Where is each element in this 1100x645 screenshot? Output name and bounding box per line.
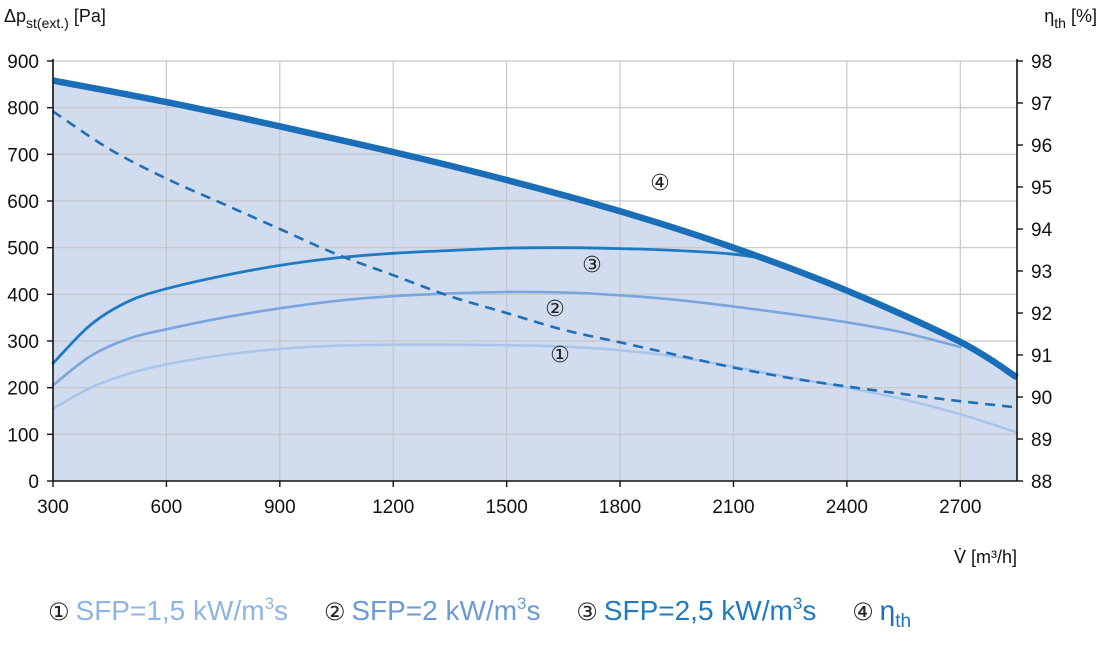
y-left-tick-label: 200 (7, 379, 39, 400)
curve-marker-1: ① (550, 343, 570, 368)
legend-sup-3: 3 (792, 594, 803, 613)
curve-marker-4: ④ (650, 171, 670, 196)
y-right-axis-title: ηth [%] (1044, 6, 1097, 31)
curves (51, 77, 1019, 434)
legend-label-1: SFP=1,5 kW/m (75, 595, 265, 626)
legend-tail-3: s (802, 595, 817, 626)
y-left-tick-label: 100 (7, 425, 39, 446)
x-axis-title: V̇ [m³/h] (954, 547, 1017, 567)
y-left-tick-label: 700 (7, 145, 39, 166)
legend-marker-2: ② (323, 598, 346, 626)
y-left-axis-ticks: 0 100 200 300 400 500 600 700 800 900 (7, 52, 53, 493)
series-line-3 (51, 246, 769, 365)
legend-marker-4: ④ (852, 598, 874, 626)
y-left-tick-label: 600 (7, 192, 39, 213)
y-right-tick-label: 98 (1031, 52, 1052, 73)
x-tick-label: 300 (37, 497, 69, 518)
x-tick-label: 2400 (826, 497, 868, 518)
operating-area (53, 80, 1017, 481)
y-left-tick-label: 300 (7, 332, 39, 353)
y-left-tick-label: 400 (7, 285, 39, 306)
legend-sup-1: 3 (264, 594, 275, 613)
curve-marker-2: ② (545, 297, 565, 322)
y-right-tick-label: 94 (1031, 220, 1053, 241)
axis-titles: Δpst(ext.) [Pa] ηth [%] V̇ [m³/h] (4, 6, 1097, 567)
x-tick-label: 2700 (939, 497, 981, 518)
curve-marker-3: ③ (582, 253, 602, 278)
legend-item-1: ① SFP=1,5 kW/m3s (48, 595, 296, 626)
y-left-tick-label: 900 (7, 52, 39, 73)
max-curve (52, 77, 1019, 381)
legend-label-2: SFP=2 kW/m (351, 595, 518, 626)
legend-tail-1: s (274, 595, 289, 626)
y-right-tick-label: 93 (1031, 262, 1052, 283)
y-left-tick-label: 0 (28, 472, 39, 493)
legend-tail-2: s (526, 595, 541, 626)
x-tick-label: 900 (264, 497, 296, 518)
legend-sub-4: th (895, 611, 912, 632)
y-right-tick-label: 96 (1031, 136, 1052, 157)
y-right-tick-label: 92 (1031, 304, 1052, 325)
x-axis-ticks: 300 600 900 1200 1500 1800 2100 2400 2700 (37, 481, 981, 518)
legend-item-2: ② SFP=2 kW/m3s (324, 595, 548, 626)
axes (52, 59, 1018, 482)
legend-sup-2: 3 (517, 594, 527, 613)
x-tick-label: 1200 (372, 497, 414, 518)
y-left-tick-label: 800 (7, 99, 39, 120)
legend-marker-3: ③ (576, 598, 598, 626)
series-line-1 (51, 343, 1019, 434)
legend: ① SFP=1,5 kW/m3s ② SFP=2 kW/m3s ③ SFP=2,5 k… (48, 595, 939, 631)
y-right-tick-label: 91 (1031, 346, 1052, 367)
y-right-tick-label: 90 (1031, 388, 1052, 409)
x-tick-label: 1500 (486, 497, 528, 518)
plot-area (53, 80, 1017, 481)
legend-item-3: ③ SFP=2,5 kW/m3s (576, 595, 824, 626)
curve-markers: ① ②③ ④ (545, 171, 670, 368)
series-line-2 (51, 290, 962, 387)
series-line-4 (52, 110, 1018, 409)
y-right-axis-ticks: 88 89 90 91 92 93 94 95 96 97 98 (1017, 52, 1053, 493)
y-right-tick-label: 97 (1031, 94, 1052, 115)
y-right-tick-label: 89 (1031, 430, 1052, 451)
legend-label-4: η (879, 595, 896, 626)
x-tick-label: 1800 (599, 497, 641, 518)
x-tick-label: 600 (151, 497, 183, 518)
legend-marker-1: ① (48, 598, 70, 626)
y-left-tick-label: 500 (7, 239, 39, 260)
legend-item-4: ④ ηth (852, 595, 911, 631)
y-right-tick-label: 95 (1031, 178, 1052, 199)
y-right-tick-label: 88 (1031, 472, 1052, 493)
y-left-axis-title: Δpst(ext.) [Pa] (4, 6, 106, 31)
legend-label-3: SFP=2,5 kW/m (603, 595, 793, 626)
x-tick-label: 2100 (712, 497, 754, 518)
